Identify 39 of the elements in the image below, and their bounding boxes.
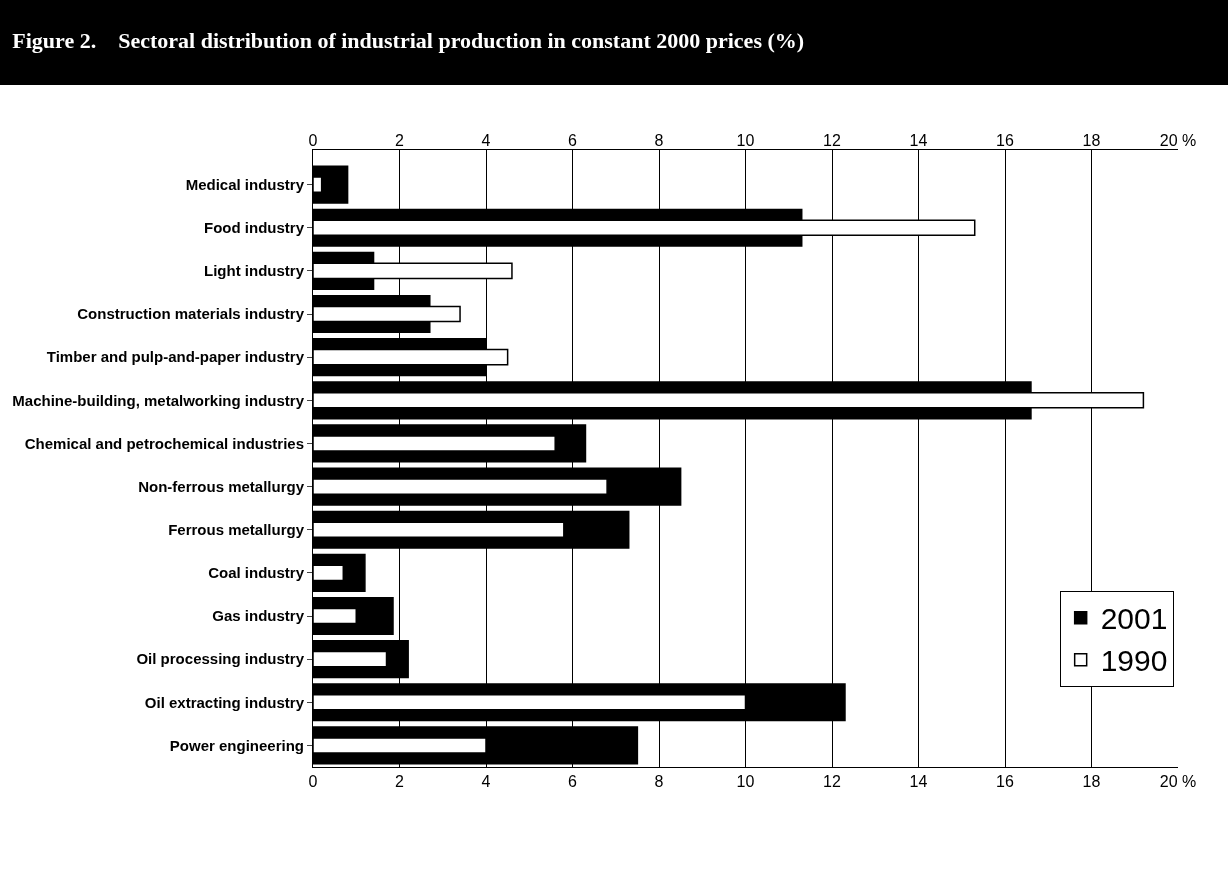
- x2-tick-label: 4: [481, 131, 491, 149]
- y-tick-label: Non-ferrous metallurgy: [138, 477, 305, 495]
- x-tick-label: 16: [996, 773, 1014, 791]
- y-tick-label: Coal industry: [208, 564, 305, 582]
- y-tick-label: Construction materials industry: [77, 305, 305, 323]
- chart-title: Figure 2. Sectoral distribution of industrial production in constant 2000 prices (%): [12, 27, 805, 53]
- y-tick-label: Food industry: [204, 218, 305, 236]
- y-tick-label: Oil extracting industry: [144, 693, 305, 711]
- x2-tick-label: 2: [395, 131, 405, 149]
- y-tick-label: Power engineering: [169, 736, 304, 754]
- y-tick-label: Ferrous metallurgy: [168, 520, 305, 538]
- x-tick-label: 6: [568, 773, 578, 791]
- x-tick-label: 8: [654, 773, 664, 791]
- y-tick-label: Medical industry: [185, 175, 305, 193]
- y-tick-label: Chemical and petrochemical industries: [24, 434, 304, 452]
- x-tick-label: 4: [481, 773, 491, 791]
- y-tick-label: Gas industry: [212, 607, 305, 625]
- y-tick-label: Timber and pulp-and-paper industry: [46, 348, 305, 366]
- y-tick-label: Light industry: [204, 262, 305, 280]
- x-tick-label: 2: [395, 773, 405, 791]
- x2-tick-label: 16: [996, 131, 1014, 149]
- x-tick-label: 18: [1082, 773, 1101, 791]
- x-tick-label: 0: [308, 773, 318, 791]
- x-tick-label: 20 %: [1159, 773, 1197, 791]
- x2-tick-label: 8: [654, 131, 664, 149]
- x2-tick-label: 0: [308, 131, 318, 149]
- x2-tick-label: 10: [736, 131, 755, 149]
- legend-label: 1990: [1100, 644, 1168, 678]
- x2-tick-label: 20 %: [1159, 131, 1197, 149]
- y-tick-label: Oil processing industry: [136, 650, 305, 668]
- x-tick-label: 14: [909, 773, 928, 791]
- x2-tick-label: 18: [1082, 131, 1101, 149]
- legend-label: 2001: [1100, 602, 1168, 636]
- x-tick-label: 12: [823, 773, 841, 791]
- x2-tick-label: 6: [568, 131, 578, 149]
- y-tick-label: Machine-building, metalworking industry: [12, 391, 305, 409]
- x-tick-label: 10: [736, 773, 755, 791]
- x2-tick-label: 14: [909, 131, 928, 149]
- x2-tick-label: 12: [823, 131, 841, 149]
